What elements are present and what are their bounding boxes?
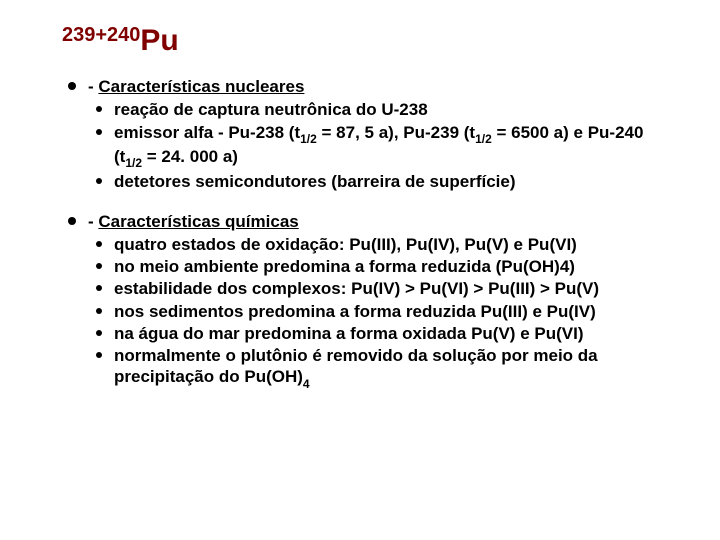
list-item: no meio ambiente predomina a forma reduz…: [88, 256, 670, 277]
inner-list-nuclear: reação de captura neutrônica do U-238 em…: [88, 99, 670, 192]
slide-title: 239+240Pu: [62, 22, 670, 58]
title-superscript: 239+240: [62, 24, 140, 46]
list-item: na água do mar predomina a forma oxidada…: [88, 323, 670, 344]
list-item: detetores semicondutores (barreira de su…: [88, 171, 670, 192]
list-item: nos sedimentos predomina a forma reduzid…: [88, 301, 670, 322]
section-heading: - Características químicas: [88, 212, 299, 231]
list-item: estabilidade dos complexos: Pu(IV) > Pu(…: [88, 278, 670, 299]
list-item: reação de captura neutrônica do U-238: [88, 99, 670, 120]
outer-list: - Características nucleares reação de ca…: [62, 76, 670, 391]
section-heading: - Características nucleares: [88, 77, 304, 96]
slide-container: 239+240Pu - Características nucleares re…: [0, 0, 720, 429]
section-chemical: - Características químicas quatro estado…: [62, 211, 670, 391]
section-nuclear: - Características nucleares reação de ca…: [62, 76, 670, 193]
title-symbol: Pu: [140, 24, 178, 57]
list-item: emissor alfa - Pu-238 (t1/2 = 87, 5 a), …: [88, 122, 670, 171]
list-item: normalmente o plutônio é removido da sol…: [88, 345, 670, 391]
list-item: quatro estados de oxidação: Pu(III), Pu(…: [88, 234, 670, 255]
inner-list-chemical: quatro estados de oxidação: Pu(III), Pu(…: [88, 234, 670, 391]
